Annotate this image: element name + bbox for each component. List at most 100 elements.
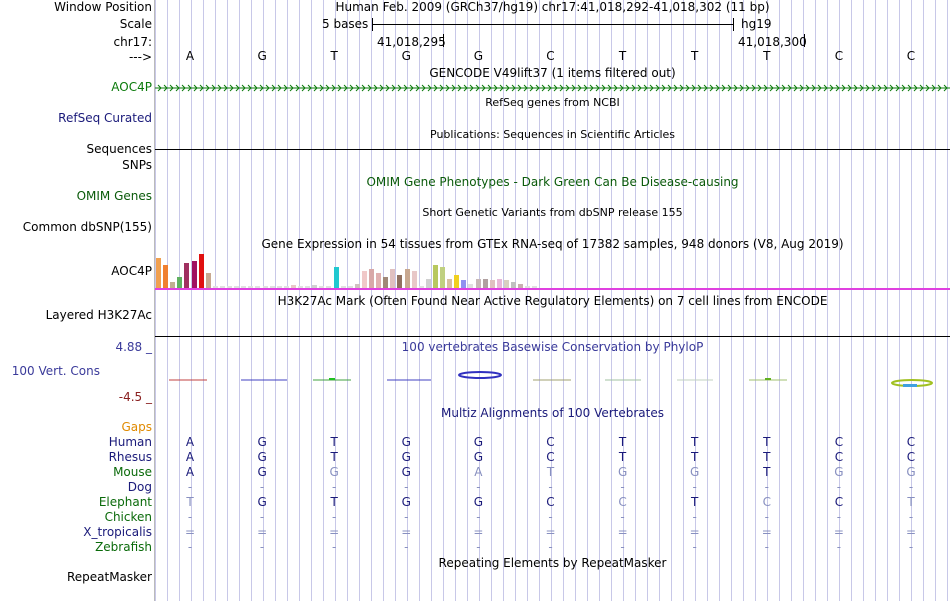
gtex-bar-t41[interactable] — [440, 267, 445, 288]
gtex-bar-t49[interactable] — [496, 278, 502, 288]
species-label-human[interactable]: Human — [108, 435, 152, 449]
gtex-bar-t54[interactable] — [532, 286, 538, 288]
multiz-track-title[interactable]: Multiz Alignments of 100 Vertebrates — [440, 406, 665, 420]
gtex-bar-t37[interactable] — [411, 270, 417, 288]
alignment-base: T — [330, 435, 338, 449]
gtex-bar-t24[interactable] — [319, 286, 325, 288]
gtex-bar-t52[interactable] — [518, 284, 524, 288]
dbsnp-track-label[interactable]: Common dbSNP(155) — [22, 220, 152, 234]
gtex-bar-t22[interactable] — [305, 286, 311, 288]
h3k27ac-track-label[interactable]: Layered H3K27Ac — [45, 308, 152, 322]
gtex-bar-t13[interactable] — [241, 286, 247, 288]
gtex-bar-t46[interactable] — [475, 278, 481, 288]
gtex-bar-t15[interactable] — [255, 286, 261, 288]
strand-chevron — [379, 84, 384, 92]
gtex-bar-t34[interactable] — [390, 269, 396, 288]
gtex-bar-t42[interactable] — [447, 278, 453, 288]
refseq-track-title[interactable]: RefSeq genes from NCBI — [485, 96, 620, 109]
gtex-bar-t53[interactable] — [525, 286, 531, 288]
phylop-track-title[interactable]: 100 vertebrates Basewise Conservation by… — [401, 340, 704, 354]
gtex-bar-t8[interactable] — [205, 272, 211, 288]
gtex-bar-t19[interactable] — [283, 286, 289, 288]
gtex-bar-t28[interactable] — [347, 286, 353, 288]
gtex-bar-t32[interactable] — [376, 272, 382, 288]
gtex-bar-t5[interactable] — [184, 263, 190, 288]
species-label-elephant[interactable]: Elephant — [98, 495, 152, 509]
species-label-dog[interactable]: Dog — [127, 480, 152, 494]
gtex-bar-t44[interactable] — [461, 280, 467, 288]
gtex-bar-t4[interactable] — [177, 276, 183, 288]
gtex-bar-t29[interactable] — [354, 284, 360, 288]
gtex-bar-t31[interactable] — [369, 269, 374, 288]
refseq-track-label[interactable]: RefSeq Curated — [58, 111, 152, 125]
gtex-track-title[interactable]: Gene Expression in 54 tissues from GTEx … — [261, 237, 844, 251]
gtex-bar-t51[interactable] — [511, 282, 516, 288]
grid-line — [179, 0, 180, 601]
gtex-bar-t35[interactable] — [397, 274, 403, 288]
gencode-track-title[interactable]: GENCODE V49lift37 (1 items filtered out) — [429, 66, 676, 80]
gtex-bar-t14[interactable] — [248, 286, 254, 288]
h3k27ac-track-title[interactable]: H3K27Ac Mark (Often Found Near Active Re… — [277, 294, 828, 308]
gtex-bar-t21[interactable] — [298, 286, 303, 288]
phylop-conservation-plot[interactable] — [155, 368, 950, 392]
gtex-bar-t38[interactable] — [418, 286, 424, 288]
alignment-base: C — [546, 450, 555, 464]
species-label-x_tropicalis[interactable]: X_tropicalis — [83, 525, 152, 539]
gtex-bar-t18[interactable] — [276, 286, 282, 288]
alignment-base: G — [257, 465, 267, 479]
species-label-zebrafish[interactable]: Zebrafish — [95, 540, 152, 554]
gtex-bar-t50[interactable] — [503, 280, 509, 288]
gtex-bar-t40[interactable] — [432, 265, 438, 288]
gtex-bar-t6[interactable] — [191, 261, 197, 288]
gtex-bar-t17[interactable] — [269, 286, 275, 288]
gtex-bar-t11[interactable] — [227, 286, 232, 288]
gtex-bar-t26[interactable] — [333, 267, 339, 288]
gtex-expression-chart[interactable] — [155, 250, 950, 292]
dbsnp-track-title[interactable]: Short Genetic Variants from dbSNP releas… — [422, 206, 683, 219]
gtex-bar-t36[interactable] — [404, 269, 410, 288]
alignment-base: = — [905, 525, 917, 539]
gtex-bar-t43[interactable] — [454, 274, 460, 288]
strand-chevron — [505, 84, 510, 92]
snps-track-label[interactable]: SNPs — [122, 158, 152, 172]
gtex-track-label[interactable]: AOC4P — [111, 264, 152, 278]
gtex-bar-t48[interactable] — [489, 280, 495, 288]
alignment-base: C — [906, 450, 916, 464]
gtex-bar-t9[interactable] — [212, 286, 218, 288]
publications-track-label[interactable]: Sequences — [86, 142, 152, 156]
strand-chevron — [169, 84, 174, 92]
sequence-base: G — [401, 49, 411, 63]
gtex-bar-t1[interactable] — [156, 257, 161, 288]
species-label-chicken[interactable]: Chicken — [104, 510, 152, 524]
gtex-bar-t20[interactable] — [290, 285, 296, 288]
gtex-bar-t33[interactable] — [383, 276, 389, 288]
gencode-gene-model[interactable] — [155, 82, 950, 94]
repeatmasker-track-title[interactable]: Repeating Elements by RepeatMasker — [438, 556, 667, 570]
gtex-bar-t39[interactable] — [425, 278, 431, 288]
species-label-mouse[interactable]: Mouse — [113, 465, 152, 479]
gtex-bar-t23[interactable] — [312, 285, 318, 288]
gencode-track-label[interactable]: AOC4P — [111, 80, 152, 94]
publications-track-title[interactable]: Publications: Sequences in Scientific Ar… — [430, 128, 675, 141]
gtex-bar-t2[interactable] — [163, 265, 169, 288]
omim-track-title[interactable]: OMIM Gene Phenotypes - Dark Green Can Be… — [366, 175, 739, 189]
repeatmasker-track-label[interactable]: RepeatMasker — [66, 570, 152, 584]
grid-line — [623, 0, 624, 601]
phylop-track-label[interactable]: 100 Vert. Cons — [11, 364, 100, 378]
gtex-bar-t3[interactable] — [170, 282, 176, 288]
strand-chevron — [547, 84, 552, 92]
gtex-bar-t45[interactable] — [468, 284, 474, 288]
strand-chevron — [631, 84, 636, 92]
gtex-bar-t30[interactable] — [361, 270, 367, 288]
gtex-bar-t10[interactable] — [219, 286, 225, 288]
gtex-bar-t47[interactable] — [482, 278, 488, 288]
gtex-bar-t7[interactable] — [198, 253, 204, 288]
gtex-bar-t16[interactable] — [262, 286, 268, 288]
grid-line — [263, 0, 264, 601]
species-label-rhesus[interactable]: Rhesus — [108, 450, 152, 464]
omim-track-label[interactable]: OMIM Genes — [76, 189, 152, 203]
gaps-label[interactable]: Gaps — [121, 420, 152, 434]
gtex-bar-t25[interactable] — [326, 286, 332, 288]
gtex-bar-t12[interactable] — [234, 286, 240, 288]
gtex-bar-t27[interactable] — [340, 286, 346, 288]
